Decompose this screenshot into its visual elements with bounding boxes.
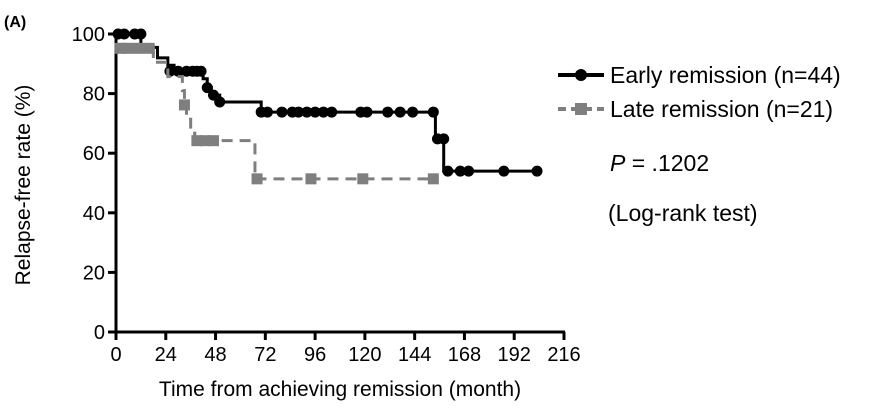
- censor-marker: [135, 28, 147, 40]
- series-late-remission: [114, 42, 439, 185]
- censor-marker: [442, 165, 454, 177]
- panel-label: (A): [4, 14, 27, 31]
- censor-marker: [498, 165, 510, 177]
- censor-marker: [427, 173, 439, 185]
- censor-marker: [133, 42, 145, 54]
- censor-marker: [214, 96, 226, 108]
- p-value-text: = .1202: [625, 150, 710, 176]
- censor-marker: [531, 165, 543, 177]
- x-tick-label: 0: [110, 344, 121, 366]
- y-tick-label: 100: [72, 24, 105, 46]
- censor-marker: [301, 106, 313, 118]
- x-tick-label: 120: [348, 344, 381, 366]
- legend-item-late-remission: Late remission (n=21): [556, 92, 841, 126]
- x-tick-label: 216: [547, 344, 580, 366]
- series-early-remission: [112, 28, 543, 177]
- legend-label-late-remission: Late remission (n=21): [610, 95, 834, 122]
- x-tick-label: 96: [304, 344, 326, 366]
- test-name-annotation: (Log-rank test): [608, 200, 758, 226]
- censor-marker: [427, 106, 439, 118]
- chart-legend: Early remission (n=44) Late remission (n…: [556, 58, 841, 126]
- x-tick-label: 192: [498, 344, 531, 366]
- censor-marker: [382, 106, 394, 118]
- x-tick-label: 168: [448, 344, 481, 366]
- y-tick-label: 80: [83, 84, 105, 106]
- censor-marker: [261, 106, 273, 118]
- legend-swatch-early-remission: [558, 69, 604, 81]
- censor-marker: [326, 106, 338, 118]
- y-tick-label: 40: [83, 203, 105, 225]
- censor-marker: [178, 99, 190, 111]
- chart-axes: 0 20 40 60 80 100 0 24 48 72 96 120 144 168 192 216: [72, 24, 581, 366]
- censor-marker: [463, 165, 475, 177]
- censor-marker: [454, 165, 466, 177]
- censor-marker: [293, 106, 305, 118]
- x-tick-label: 144: [398, 344, 431, 366]
- censor-marker: [317, 106, 329, 118]
- y-axis-label: Relapse-free rate (%): [12, 84, 35, 286]
- y-tick-label: 0: [94, 322, 105, 344]
- censor-marker: [407, 106, 419, 118]
- x-tick-label: 24: [155, 344, 177, 366]
- legend-swatch-late-remission: [558, 103, 604, 115]
- legend-item-early-remission: Early remission (n=44): [556, 58, 841, 92]
- y-tick-label: 60: [83, 143, 105, 165]
- y-tick-label: 20: [83, 262, 105, 284]
- censor-marker: [114, 42, 126, 54]
- p-value-annotation: P = .1202: [610, 150, 709, 177]
- censor-marker: [172, 65, 184, 77]
- censor-marker: [276, 106, 288, 118]
- legend-label-early-remission: Early remission (n=44): [610, 61, 841, 88]
- censor-marker: [305, 173, 317, 185]
- x-tick-label: 48: [204, 344, 226, 366]
- censor-marker: [309, 106, 321, 118]
- censor-marker: [122, 42, 134, 54]
- censor-marker: [201, 82, 213, 94]
- censor-marker: [191, 135, 203, 147]
- censor-marker: [118, 28, 130, 40]
- censor-marker: [143, 42, 155, 54]
- p-value-symbol: P: [610, 150, 626, 176]
- censor-marker: [438, 133, 450, 145]
- censor-marker: [251, 173, 263, 185]
- x-axis-label: Time from achieving remission (month): [158, 378, 522, 401]
- censor-marker: [394, 106, 406, 118]
- plot-area: [112, 28, 543, 185]
- censor-marker: [199, 135, 211, 147]
- censor-marker: [207, 135, 219, 147]
- censor-marker: [357, 173, 369, 185]
- censor-marker: [195, 65, 207, 77]
- x-tick-label: 72: [254, 344, 276, 366]
- censor-marker: [361, 106, 373, 118]
